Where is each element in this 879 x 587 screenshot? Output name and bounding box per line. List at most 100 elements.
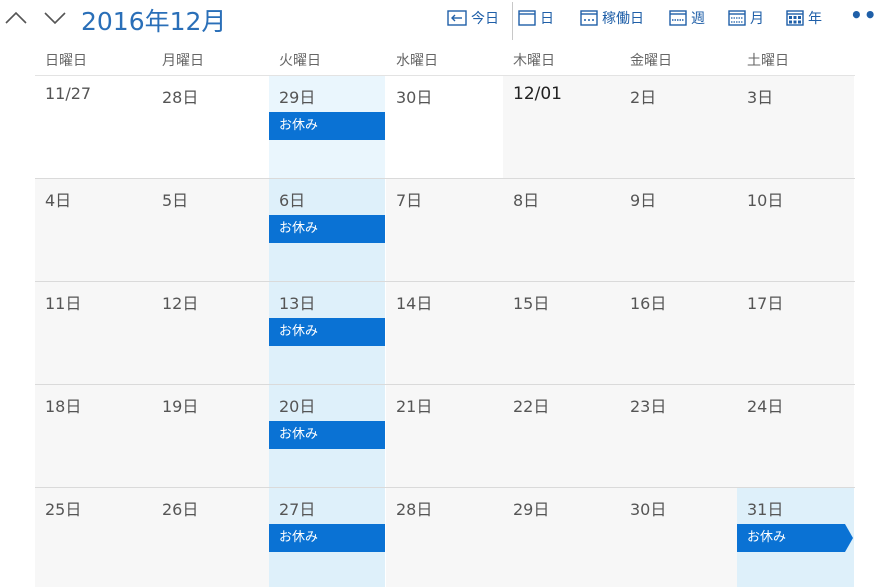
day-cell[interactable]: 24日 xyxy=(737,385,854,487)
day-number: 25日 xyxy=(45,500,82,519)
day-number: 16日 xyxy=(630,294,667,313)
workweek-view-icon xyxy=(580,10,598,26)
week-view-button[interactable]: 週 xyxy=(669,8,705,28)
chevron-up-icon xyxy=(5,11,27,24)
chevron-down-icon xyxy=(44,12,66,25)
day-number: 15日 xyxy=(513,294,550,313)
day-number: 12日 xyxy=(162,294,199,313)
event-holiday[interactable]: お休み xyxy=(737,524,853,552)
week-divider xyxy=(35,487,855,488)
day-cell[interactable]: 21日 xyxy=(386,385,503,487)
day-cell[interactable]: 25日 xyxy=(35,488,152,587)
day-number: 13日 xyxy=(279,294,316,313)
day-number: 17日 xyxy=(747,294,784,313)
day-number: 4日 xyxy=(45,191,72,210)
day-number: 26日 xyxy=(162,500,199,519)
day-cell[interactable]: 23日 xyxy=(620,385,737,487)
weekday-sunday: 日曜日 xyxy=(45,53,87,69)
day-cell[interactable]: 4日 xyxy=(35,179,152,281)
day-number: 23日 xyxy=(630,397,667,416)
day-cell[interactable]: 7日 xyxy=(386,179,503,281)
day-cell[interactable]: 26日 xyxy=(152,488,269,587)
event-holiday[interactable]: お休み xyxy=(269,318,385,346)
day-number: 6日 xyxy=(279,191,306,210)
week-divider xyxy=(35,384,855,385)
day-number: 31日 xyxy=(747,500,784,519)
day-number: 8日 xyxy=(513,191,540,210)
day-number: 27日 xyxy=(279,500,316,519)
day-number: 11/27 xyxy=(45,84,92,103)
day-cell[interactable]: 22日 xyxy=(503,385,620,487)
event-holiday[interactable]: お休み xyxy=(269,112,385,140)
workweek-view-button[interactable]: 稼働日 xyxy=(580,8,644,28)
day-cell[interactable]: 9日 xyxy=(620,179,737,281)
day-cell[interactable]: 11日 xyxy=(35,282,152,384)
more-options-button[interactable]: ••• xyxy=(850,3,879,27)
day-cell[interactable]: 8日 xyxy=(503,179,620,281)
next-month-button[interactable] xyxy=(43,8,69,30)
day-number: 2日 xyxy=(630,88,657,107)
day-cell[interactable]: 12日 xyxy=(152,282,269,384)
month-view-button[interactable]: 月 xyxy=(728,8,764,28)
workweek-view-label: 稼働日 xyxy=(602,11,644,27)
week-divider xyxy=(35,281,855,282)
day-cell[interactable]: 3日 xyxy=(737,76,854,178)
day-cell[interactable]: 10日 xyxy=(737,179,854,281)
day-cell[interactable]: 16日 xyxy=(620,282,737,384)
month-title: 2016年12月 xyxy=(81,7,227,36)
day-cell[interactable]: 29日 xyxy=(503,488,620,587)
day-cell[interactable]: 11/27 xyxy=(35,76,152,178)
day-number: 11日 xyxy=(45,294,82,313)
day-view-label: 日 xyxy=(540,11,554,27)
day-number: 19日 xyxy=(162,397,199,416)
day-cell[interactable]: 12/01 xyxy=(503,76,620,178)
day-cell[interactable]: 30日 xyxy=(620,488,737,587)
day-cell[interactable]: 28日 xyxy=(386,488,503,587)
day-cell[interactable]: 29日お休み xyxy=(269,76,385,178)
year-view-button[interactable]: 年 xyxy=(786,8,822,28)
day-cell[interactable]: 18日 xyxy=(35,385,152,487)
day-cell[interactable]: 20日 お休み xyxy=(269,385,385,487)
day-view-button[interactable]: 日 xyxy=(518,8,554,28)
day-number: 5日 xyxy=(162,191,189,210)
day-number: 22日 xyxy=(513,397,550,416)
day-cell[interactable]: 13日お休み xyxy=(269,282,385,384)
day-cell[interactable]: 27日お休み xyxy=(269,488,385,587)
year-view-icon xyxy=(786,10,804,26)
weekday-tuesday: 火曜日 xyxy=(279,53,321,69)
today-label: 今日 xyxy=(471,11,499,27)
day-number: 29日 xyxy=(513,500,550,519)
day-number: 14日 xyxy=(396,294,433,313)
week-view-label: 週 xyxy=(691,11,705,27)
day-number: 12/01 xyxy=(513,84,562,104)
calendar-toolbar: 2016年12月 今日 日 稼働日 週 xyxy=(0,0,879,40)
day-number: 10日 xyxy=(747,191,784,210)
day-cell[interactable]: 17日 xyxy=(737,282,854,384)
day-cell[interactable]: 15日 xyxy=(503,282,620,384)
day-cell[interactable]: 28日 xyxy=(152,76,269,178)
day-cell[interactable]: 31日お休み xyxy=(737,488,854,587)
weekday-saturday: 土曜日 xyxy=(747,53,789,69)
day-number: 28日 xyxy=(396,500,433,519)
today-button[interactable]: 今日 xyxy=(447,8,499,28)
day-cell[interactable]: 14日 xyxy=(386,282,503,384)
week-divider xyxy=(35,178,855,179)
day-cell[interactable]: 19日 xyxy=(152,385,269,487)
day-cell[interactable]: 5日 xyxy=(152,179,269,281)
event-holiday[interactable]: お休み xyxy=(269,524,385,552)
day-cell[interactable]: 30日 xyxy=(386,76,503,178)
day-number: 24日 xyxy=(747,397,784,416)
day-cell[interactable]: 6日お休み xyxy=(269,179,385,281)
day-cell[interactable]: 2日 xyxy=(620,76,737,178)
year-view-label: 年 xyxy=(808,11,822,27)
event-holiday[interactable]: お休み xyxy=(269,421,385,449)
weekday-monday: 月曜日 xyxy=(162,53,204,69)
month-view-label: 月 xyxy=(750,11,764,27)
previous-month-button[interactable] xyxy=(4,8,30,30)
day-number: 29日 xyxy=(279,88,316,107)
day-number: 7日 xyxy=(396,191,423,210)
event-holiday[interactable]: お休み xyxy=(269,215,385,243)
month-grid: 11/27 28日 29日 お休み 30日 12/01 2日 3日 4日 5日 6日 お休み 7日 8日 9… xyxy=(35,76,855,587)
week-view-icon xyxy=(669,10,687,26)
day-number: 9日 xyxy=(630,191,657,210)
